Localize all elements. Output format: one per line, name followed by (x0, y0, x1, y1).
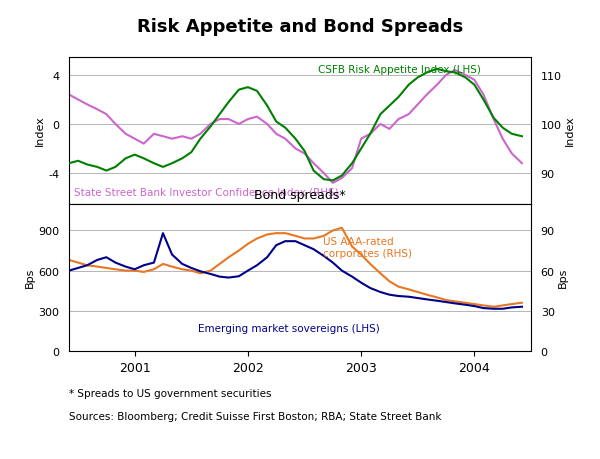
Y-axis label: Index: Index (35, 116, 46, 146)
Text: US AAA-rated
corporates (RHS): US AAA-rated corporates (RHS) (323, 236, 412, 258)
Y-axis label: Index: Index (565, 116, 575, 146)
Text: State Street Bank Investor Confidence Index (RHS): State Street Bank Investor Confidence In… (74, 187, 338, 197)
Text: Sources: Bloomberg; Credit Suisse First Boston; RBA; State Street Bank: Sources: Bloomberg; Credit Suisse First … (69, 411, 442, 421)
Text: * Spreads to US government securities: * Spreads to US government securities (69, 388, 271, 398)
Text: Bond spreads*: Bond spreads* (254, 188, 346, 202)
Y-axis label: Bps: Bps (25, 268, 35, 288)
Text: CSFB Risk Appetite Index (LHS): CSFB Risk Appetite Index (LHS) (319, 65, 481, 75)
Y-axis label: Bps: Bps (557, 268, 568, 288)
Text: Emerging market sovereigns (LHS): Emerging market sovereigns (LHS) (199, 324, 380, 334)
Text: Risk Appetite and Bond Spreads: Risk Appetite and Bond Spreads (137, 18, 463, 36)
